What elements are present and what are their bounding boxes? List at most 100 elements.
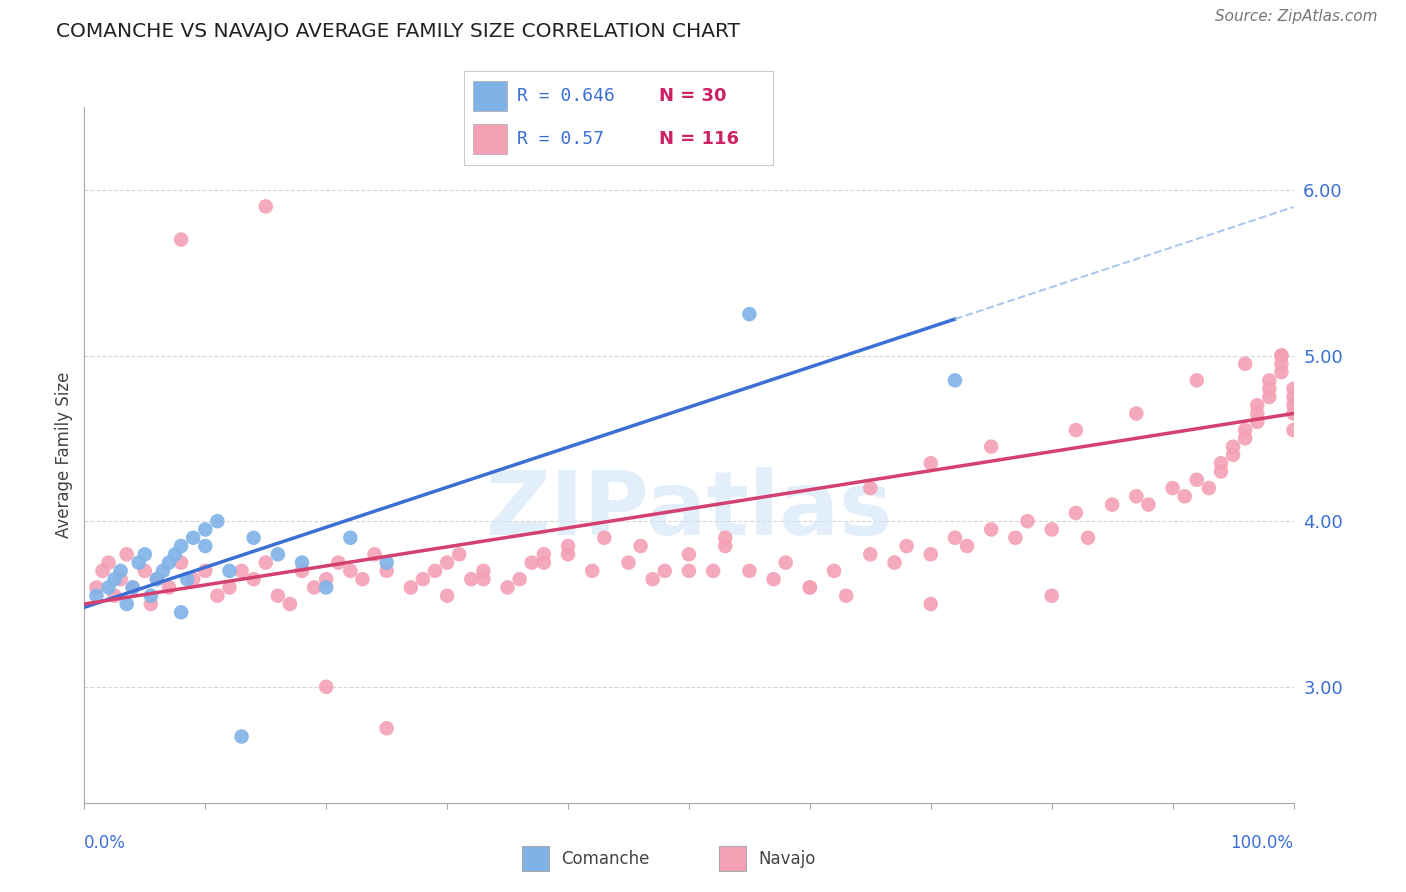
Point [714,539,737,553]
Point [207,589,229,603]
Point [533,556,555,570]
Point [170,539,193,553]
Point [1101,498,1123,512]
Point [152,564,174,578]
Point [86,581,108,595]
Point [121,581,143,595]
Point [139,589,162,603]
Point [1234,431,1257,445]
Text: R = 0.57: R = 0.57 [516,130,603,148]
Point [509,572,531,586]
Point [194,523,217,537]
Text: R = 0.646: R = 0.646 [516,87,614,104]
Point [920,547,942,561]
Point [115,597,138,611]
Point [302,581,325,595]
Point [449,547,471,561]
Point [762,572,785,586]
Point [1258,382,1281,396]
Point [496,581,519,595]
Point [1234,357,1257,371]
Text: 100.0%: 100.0% [1230,834,1294,852]
Point [1282,382,1305,396]
Point [520,556,543,570]
Point [291,564,314,578]
Point [883,556,905,570]
Point [436,589,458,603]
Point [134,547,156,561]
Point [702,564,724,578]
Point [1161,481,1184,495]
Point [157,556,180,570]
Point [104,589,127,603]
Point [980,440,1002,454]
Point [363,547,385,561]
Point [956,539,979,553]
Point [557,547,579,561]
Point [104,572,127,586]
Point [1064,423,1087,437]
Point [557,539,579,553]
Point [339,564,361,578]
Point [1270,357,1292,371]
Text: Comanche: Comanche [561,849,650,868]
Point [1064,506,1087,520]
Point [194,564,217,578]
Point [231,564,253,578]
Point [943,373,966,387]
Point [146,572,169,586]
Point [617,556,640,570]
Point [157,581,180,595]
Point [97,556,120,570]
Point [181,531,204,545]
Point [1222,440,1244,454]
Point [254,199,277,213]
Point [835,589,858,603]
Point [231,730,253,744]
Point [1270,365,1292,379]
Text: Source: ZipAtlas.com: Source: ZipAtlas.com [1215,9,1378,24]
Point [799,581,821,595]
Point [859,547,882,561]
Point [278,597,301,611]
Point [1246,415,1268,429]
Point [630,539,652,553]
Point [1185,473,1208,487]
Point [1077,531,1099,545]
Point [375,721,398,735]
Point [1125,407,1147,421]
Point [115,547,138,561]
Text: N = 30: N = 30 [659,87,727,104]
Point [194,539,217,553]
Text: N = 116: N = 116 [659,130,738,148]
Point [460,572,482,586]
Point [1040,589,1063,603]
Point [1004,531,1026,545]
Text: COMANCHE VS NAVAJO AVERAGE FAMILY SIZE CORRELATION CHART: COMANCHE VS NAVAJO AVERAGE FAMILY SIZE C… [56,22,740,41]
Point [315,680,337,694]
Point [134,564,156,578]
Point [1270,349,1292,363]
Point [533,547,555,561]
Y-axis label: Average Family Size: Average Family Size [55,372,73,538]
Point [97,581,120,595]
Point [315,572,337,586]
Point [943,531,966,545]
Point [1198,481,1220,495]
Point [267,547,290,561]
Point [823,564,845,578]
Bar [522,847,550,871]
Bar [718,847,747,871]
Point [799,581,821,595]
Point [352,572,374,586]
Point [121,581,143,595]
Point [859,481,882,495]
Point [315,581,337,595]
Point [91,564,114,578]
Text: ZIPatlas: ZIPatlas [486,467,891,554]
Point [738,307,761,321]
Point [412,572,434,586]
Point [110,564,132,578]
Point [399,581,422,595]
Point [1282,390,1305,404]
